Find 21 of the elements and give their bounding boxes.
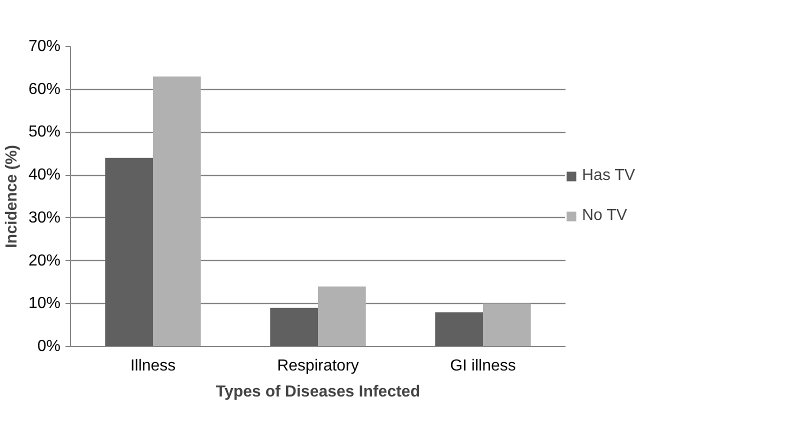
legend-label: Has TV [582,167,636,185]
y-tick-label: 0% [37,338,60,355]
y-tick-label: 70% [28,38,61,55]
legend-label: No TV [582,207,628,225]
y-axis-title: Incidence (%) [3,144,20,248]
x-tick-label: Illness [130,358,176,374]
y-tick-label: 40% [28,166,61,184]
bar [270,308,318,346]
y-tick-label: 30% [28,209,61,226]
y-tick-label: 60% [28,80,61,98]
x-tick-label: GI illness [450,358,516,374]
bar [435,312,483,346]
bar [105,158,153,346]
bar [153,76,201,346]
x-tick-label: Respiratory [277,358,359,374]
y-tick-label: 20% [28,252,61,270]
y-tick-label: 10% [28,295,61,312]
bar [318,286,366,346]
x-axis-title: Types of Diseases Infected [216,384,420,400]
bar [483,304,531,346]
y-tick-label: 50% [28,124,61,141]
